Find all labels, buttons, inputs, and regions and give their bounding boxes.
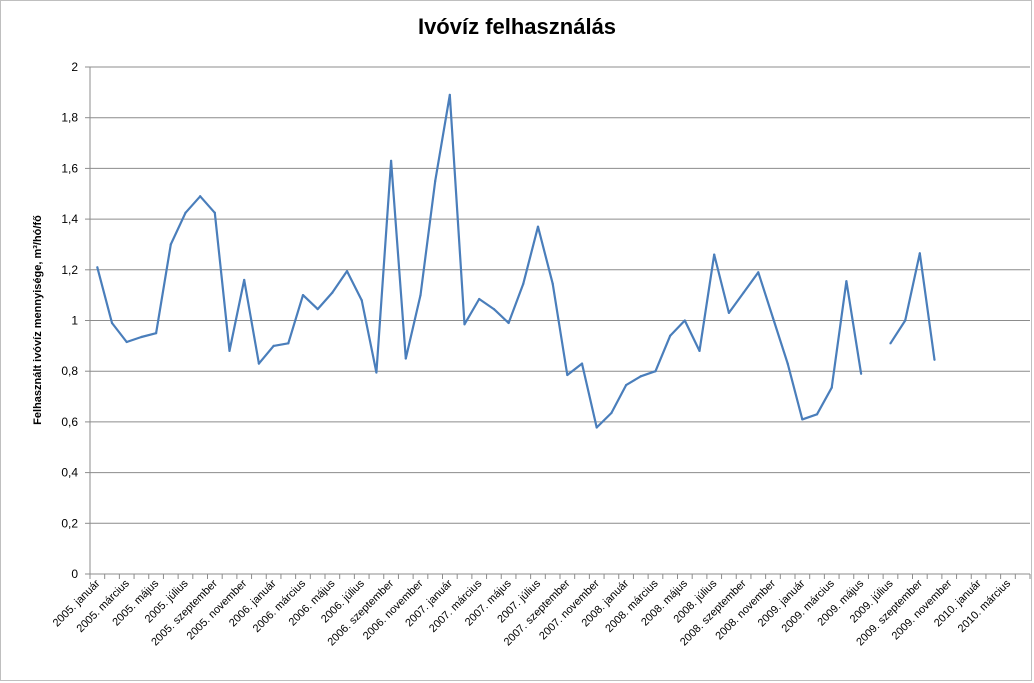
y-tick-label: 1 [71,314,78,328]
series-line [889,252,936,360]
data-point [904,319,907,322]
data-point [713,253,716,256]
y-tick-label: 0,8 [61,364,78,378]
data-point [639,375,642,378]
x-tick-label: 2010. március [956,577,1014,635]
data-point [845,280,848,283]
data-point [463,323,466,326]
data-point [257,362,261,365]
y-tick-label: 1,6 [61,161,78,175]
y-tick-label: 1,8 [61,111,78,125]
data-point [169,243,172,246]
data-point [624,384,628,387]
series-layer [96,93,936,429]
data-point [345,269,349,273]
data-point [742,291,745,294]
data-point [154,332,158,335]
data-point [243,278,246,282]
data-point [522,282,525,285]
data-point [815,413,819,416]
data-point [727,311,731,314]
data-point [889,342,892,345]
data-point [757,271,760,274]
data-point [360,299,363,302]
data-point [492,307,496,311]
data-point [287,342,290,345]
y-tick-label: 0,6 [61,415,78,429]
y-tick-label: 1,4 [61,212,78,226]
data-point [507,321,510,325]
data-point [419,294,422,297]
chart-title: Ivóvíz felhasználás [417,14,617,39]
data-point [301,294,305,297]
data-point [199,195,202,198]
y-tick-label: 0,4 [61,466,78,480]
data-point [434,179,437,183]
data-point [859,372,863,375]
data-point [184,211,187,214]
data-point [110,321,114,325]
y-tick-label: 0,2 [61,516,78,530]
data-point [786,362,789,365]
data-point [375,371,378,374]
y-axis-label: Felhasznált ivóvíz mennyisége, m³/hó/fő [32,215,44,425]
data-point [566,373,569,377]
data-point [918,252,921,255]
series-line [96,93,863,429]
data-point [771,316,775,320]
data-point [478,297,481,301]
y-tick-label: 1,2 [61,263,78,277]
data-point [96,266,99,269]
data-point [316,307,319,311]
data-point [669,334,672,337]
data-point [801,418,804,421]
data-point [830,386,833,389]
data-point [389,159,393,162]
data-point [933,358,936,361]
data-point [272,344,275,347]
data-point [331,291,334,294]
data-point [683,319,686,322]
data-point [140,335,143,339]
data-point [698,349,701,353]
data-point [654,370,657,373]
axes [85,66,1031,579]
data-point [580,362,584,365]
y-tick-label: 2 [71,60,78,74]
y-tick-labels: 0 0,2 0,4 0,6 0,8 1 1,2 1,4 1,6 1,8 2 [61,60,78,581]
data-point [536,225,540,228]
data-point [448,93,451,96]
data-point [228,349,231,353]
data-point [595,426,598,429]
y-tick-label: 0 [71,567,78,581]
data-point [610,411,613,415]
data-point [125,340,128,344]
data-point [551,282,554,285]
data-point [213,211,216,214]
data-point [404,357,407,360]
gridlines [90,66,1030,524]
